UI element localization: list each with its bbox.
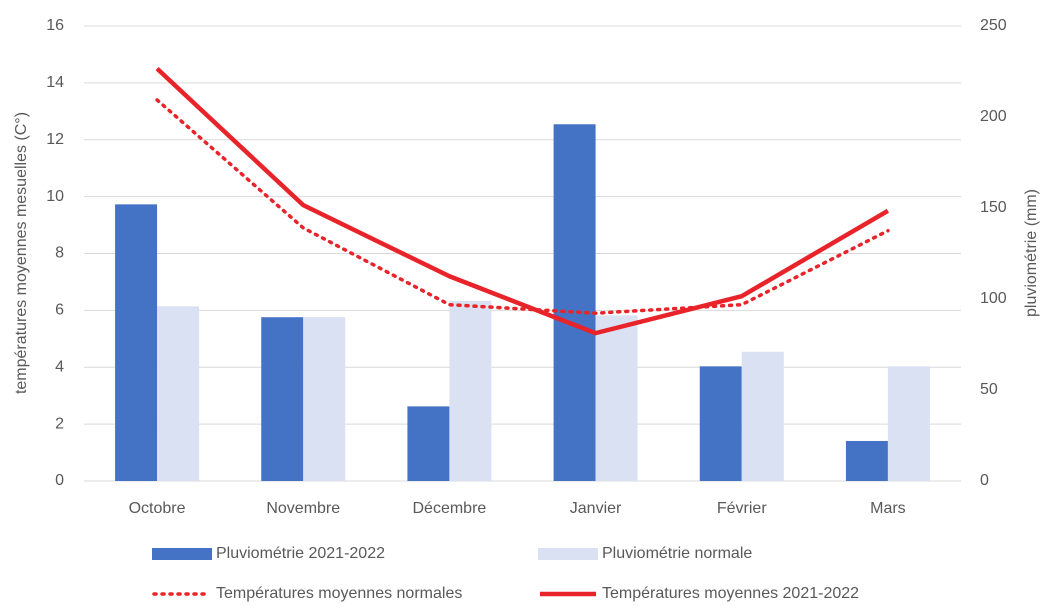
bar bbox=[741, 351, 784, 481]
y-tick-label: 8 bbox=[55, 245, 64, 262]
y-tick-label: 2 bbox=[55, 415, 64, 432]
y2-tick-label: 200 bbox=[980, 108, 1007, 125]
bar bbox=[699, 366, 742, 481]
y-tick-label: 0 bbox=[55, 472, 64, 489]
legend-swatch bbox=[152, 548, 212, 560]
y-tick-label: 4 bbox=[55, 358, 64, 375]
bar bbox=[845, 440, 888, 481]
legend-label: Pluviométrie 2021-2022 bbox=[216, 545, 385, 562]
y-axis-title: températures moyennes mesuelles (C°) bbox=[13, 112, 30, 394]
y2-tick-label: 250 bbox=[980, 17, 1007, 34]
bar bbox=[595, 315, 638, 481]
line-series bbox=[155, 67, 890, 336]
bar bbox=[407, 406, 450, 481]
y2-tick-label: 50 bbox=[980, 381, 998, 398]
legend-label: Températures moyennes normales bbox=[216, 585, 462, 602]
legend-label: Pluviométrie normale bbox=[602, 545, 752, 562]
x-tick-label: Octobre bbox=[129, 500, 186, 517]
x-tick-label: Février bbox=[717, 500, 767, 517]
y-tick-label: 12 bbox=[46, 131, 64, 148]
x-tick-label: Décembre bbox=[413, 500, 487, 517]
bar bbox=[115, 204, 158, 482]
bar bbox=[553, 124, 596, 481]
y-tick-label: 10 bbox=[46, 188, 64, 205]
x-tick-label: Novembre bbox=[266, 500, 340, 517]
x-tick-label: Janvier bbox=[570, 500, 622, 517]
line-series bbox=[155, 98, 890, 315]
bar bbox=[303, 317, 346, 481]
x-tick-label: Mars bbox=[870, 500, 906, 517]
legend-swatch bbox=[538, 548, 598, 560]
y-tick-label: 16 bbox=[46, 17, 64, 34]
y-tick-label: 14 bbox=[46, 74, 64, 91]
bar bbox=[887, 366, 930, 481]
y2-tick-label: 0 bbox=[980, 472, 989, 489]
y2-tick-label: 100 bbox=[980, 290, 1007, 307]
legend-label: Températures moyennes 2021-2022 bbox=[602, 585, 859, 602]
bar bbox=[449, 300, 492, 481]
bar bbox=[261, 317, 304, 481]
y-tick-label: 6 bbox=[55, 302, 64, 319]
y2-axis-title: pluviométrie (mm) bbox=[1023, 189, 1040, 317]
y2-tick-label: 150 bbox=[980, 199, 1007, 216]
bar bbox=[157, 306, 200, 481]
